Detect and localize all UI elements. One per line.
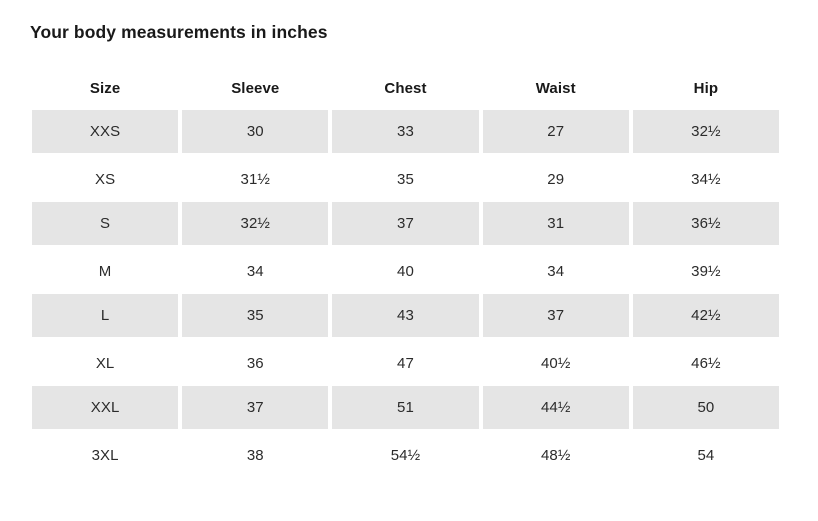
page-title: Your body measurements in inches [30,22,328,42]
measurement-cell: 32½ [632,110,779,156]
table-row: XXS 30 33 27 32½ [32,110,779,156]
measurement-cell: 46½ [691,354,721,372]
measurement-cell: 37 [332,202,479,248]
measurement-cell: 34 [246,262,264,280]
measurement-cell: 42½ [632,294,779,340]
measurement-cell: 50 [632,386,779,432]
measurement-cell: 38 [246,446,264,464]
table-row: L 35 43 37 42½ [32,294,779,340]
measurements-table: Size Sleeve Chest Waist Hip XXS 30 33 27 32½ XS 31… [32,66,779,478]
measurement-cell: 54 [697,446,715,464]
measurement-cell: 35 [182,294,329,340]
table-row: 3XL 38 54½ 48½ 54 [32,432,779,478]
measurement-cell: 31 [482,202,629,248]
measurement-cell: 51 [332,386,479,432]
column-header: Size [89,79,121,97]
measurement-cell: 30 [182,110,329,156]
column-header: Waist [535,79,576,97]
measurement-cell: 39½ [691,262,721,280]
table-row: S 32½ 37 31 36½ [32,202,779,248]
measurement-cell: 27 [482,110,629,156]
measurement-cell: 48½ [540,446,571,464]
measurement-cell: 32½ [182,202,329,248]
size-label-cell: L [32,294,179,340]
measurement-cell: 54½ [390,446,421,464]
measurement-cell: 40½ [540,354,571,372]
measurement-cell: 31½ [240,170,271,188]
size-label-cell: XS [94,170,116,188]
measurement-cell: 37 [482,294,629,340]
measurement-cell: 33 [332,110,479,156]
size-label-cell: XXS [32,110,179,156]
measurement-cell: 35 [397,170,414,188]
table-row: M 34 40 34 39½ [32,248,779,294]
size-label-cell: S [32,202,179,248]
size-label-cell: 3XL [91,446,119,464]
table-row: XL 36 47 40½ 46½ [32,340,779,386]
measurement-cell: 43 [332,294,479,340]
table-header-row: Size Sleeve Chest Waist Hip [32,66,779,110]
measurement-cell: 37 [182,386,329,432]
column-header: Hip [693,79,719,97]
measurement-cell: 34½ [691,170,721,188]
measurement-cell: 29 [547,170,565,188]
measurement-cell: 47 [397,354,414,372]
measurement-cell: 44½ [482,386,629,432]
column-header: Chest [384,79,427,97]
table-row: XXL 37 51 44½ 50 [32,386,779,432]
size-label-cell: XXL [32,386,179,432]
size-label-cell: XL [95,354,115,372]
measurement-cell: 40 [397,262,414,280]
size-label-cell: M [98,262,112,280]
table-row: XS 31½ 35 29 34½ [32,156,779,202]
measurement-cell: 36 [246,354,264,372]
measurement-cell: 36½ [632,202,779,248]
size-chart-page: Your body measurements in inches Size Sle… [0,22,818,478]
column-header: Sleeve [231,79,280,97]
measurement-cell: 34 [547,262,565,280]
